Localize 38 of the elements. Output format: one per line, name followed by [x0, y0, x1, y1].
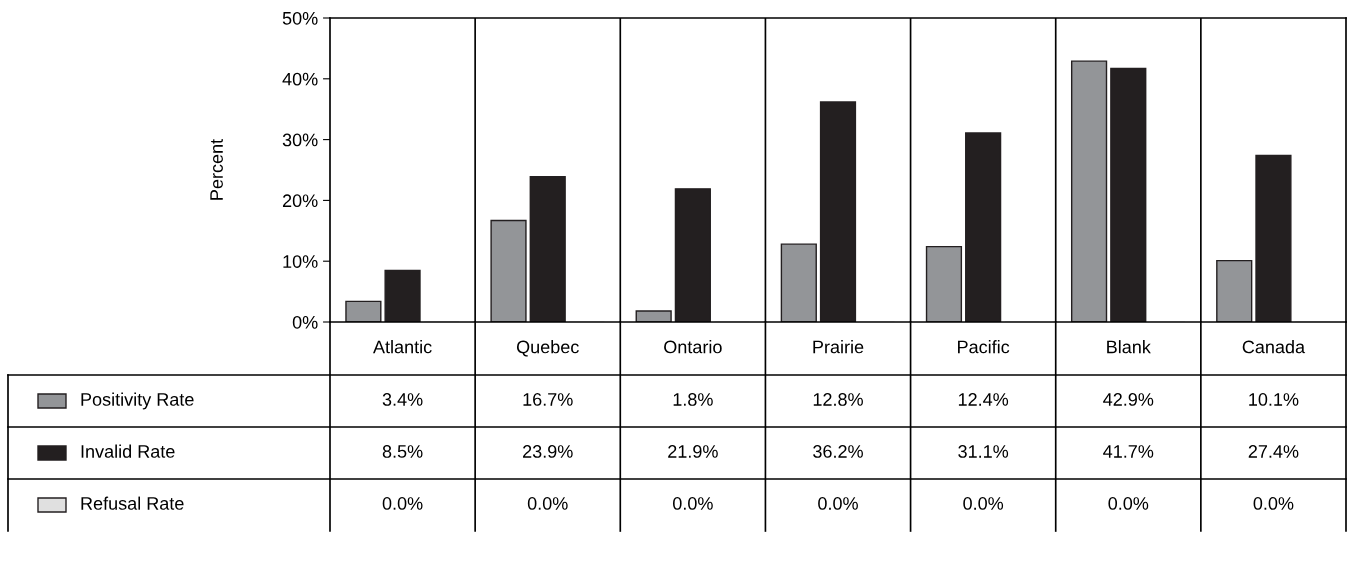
data-label: 8.5% [382, 445, 423, 458]
legend-label: Invalid Rate [81, 444, 175, 458]
legend-label: Positivity Rate [81, 392, 194, 410]
data-label: 0.0% [672, 497, 713, 510]
x-tick-label: Atlantic [373, 340, 432, 354]
y-tick-label: 0% [292, 315, 318, 329]
x-tick-label: Quebec [516, 340, 579, 357]
data-label: 41.7% [1103, 445, 1154, 458]
data-label: 10.1% [1249, 393, 1299, 406]
data-label: 0.0% [818, 497, 858, 510]
x-tick-label: Canada [1242, 340, 1306, 354]
y-tick-label: 50% [282, 11, 318, 25]
data-label: 0.0% [1253, 497, 1294, 510]
data-label: 0.0% [963, 497, 1004, 510]
data-label: 21.9% [668, 445, 718, 458]
data-label: 27.4% [1248, 445, 1299, 458]
y-tick-label: 20% [282, 194, 318, 208]
data-label: 0.0% [382, 497, 423, 510]
data-label: 3.4% [382, 393, 423, 406]
y-axis-title: Percent [210, 139, 223, 200]
x-tick-label: Ontario [664, 340, 722, 354]
y-tick-label: 30% [282, 133, 318, 147]
data-label: 42.9% [1103, 393, 1154, 406]
data-label: 0.0% [527, 497, 568, 510]
data-label: 31.1% [958, 445, 1009, 458]
data-label: 0.0% [1108, 497, 1149, 510]
data-label: 36.2% [813, 445, 863, 458]
x-tick-label: Pacific [958, 340, 1010, 354]
y-tick-label: 40% [282, 72, 318, 86]
data-label: 23.9% [523, 445, 573, 458]
legend-label: Refusal Rate [81, 496, 184, 510]
y-tick-label: 10% [283, 255, 318, 268]
data-label: 1.8% [673, 393, 713, 406]
x-tick-label: Blank [1107, 340, 1151, 354]
data-label: 12.4% [958, 393, 1009, 406]
data-label: 16.7% [523, 393, 573, 406]
x-tick-label: Prairie [813, 340, 864, 354]
data-label: 12.8% [813, 393, 863, 406]
